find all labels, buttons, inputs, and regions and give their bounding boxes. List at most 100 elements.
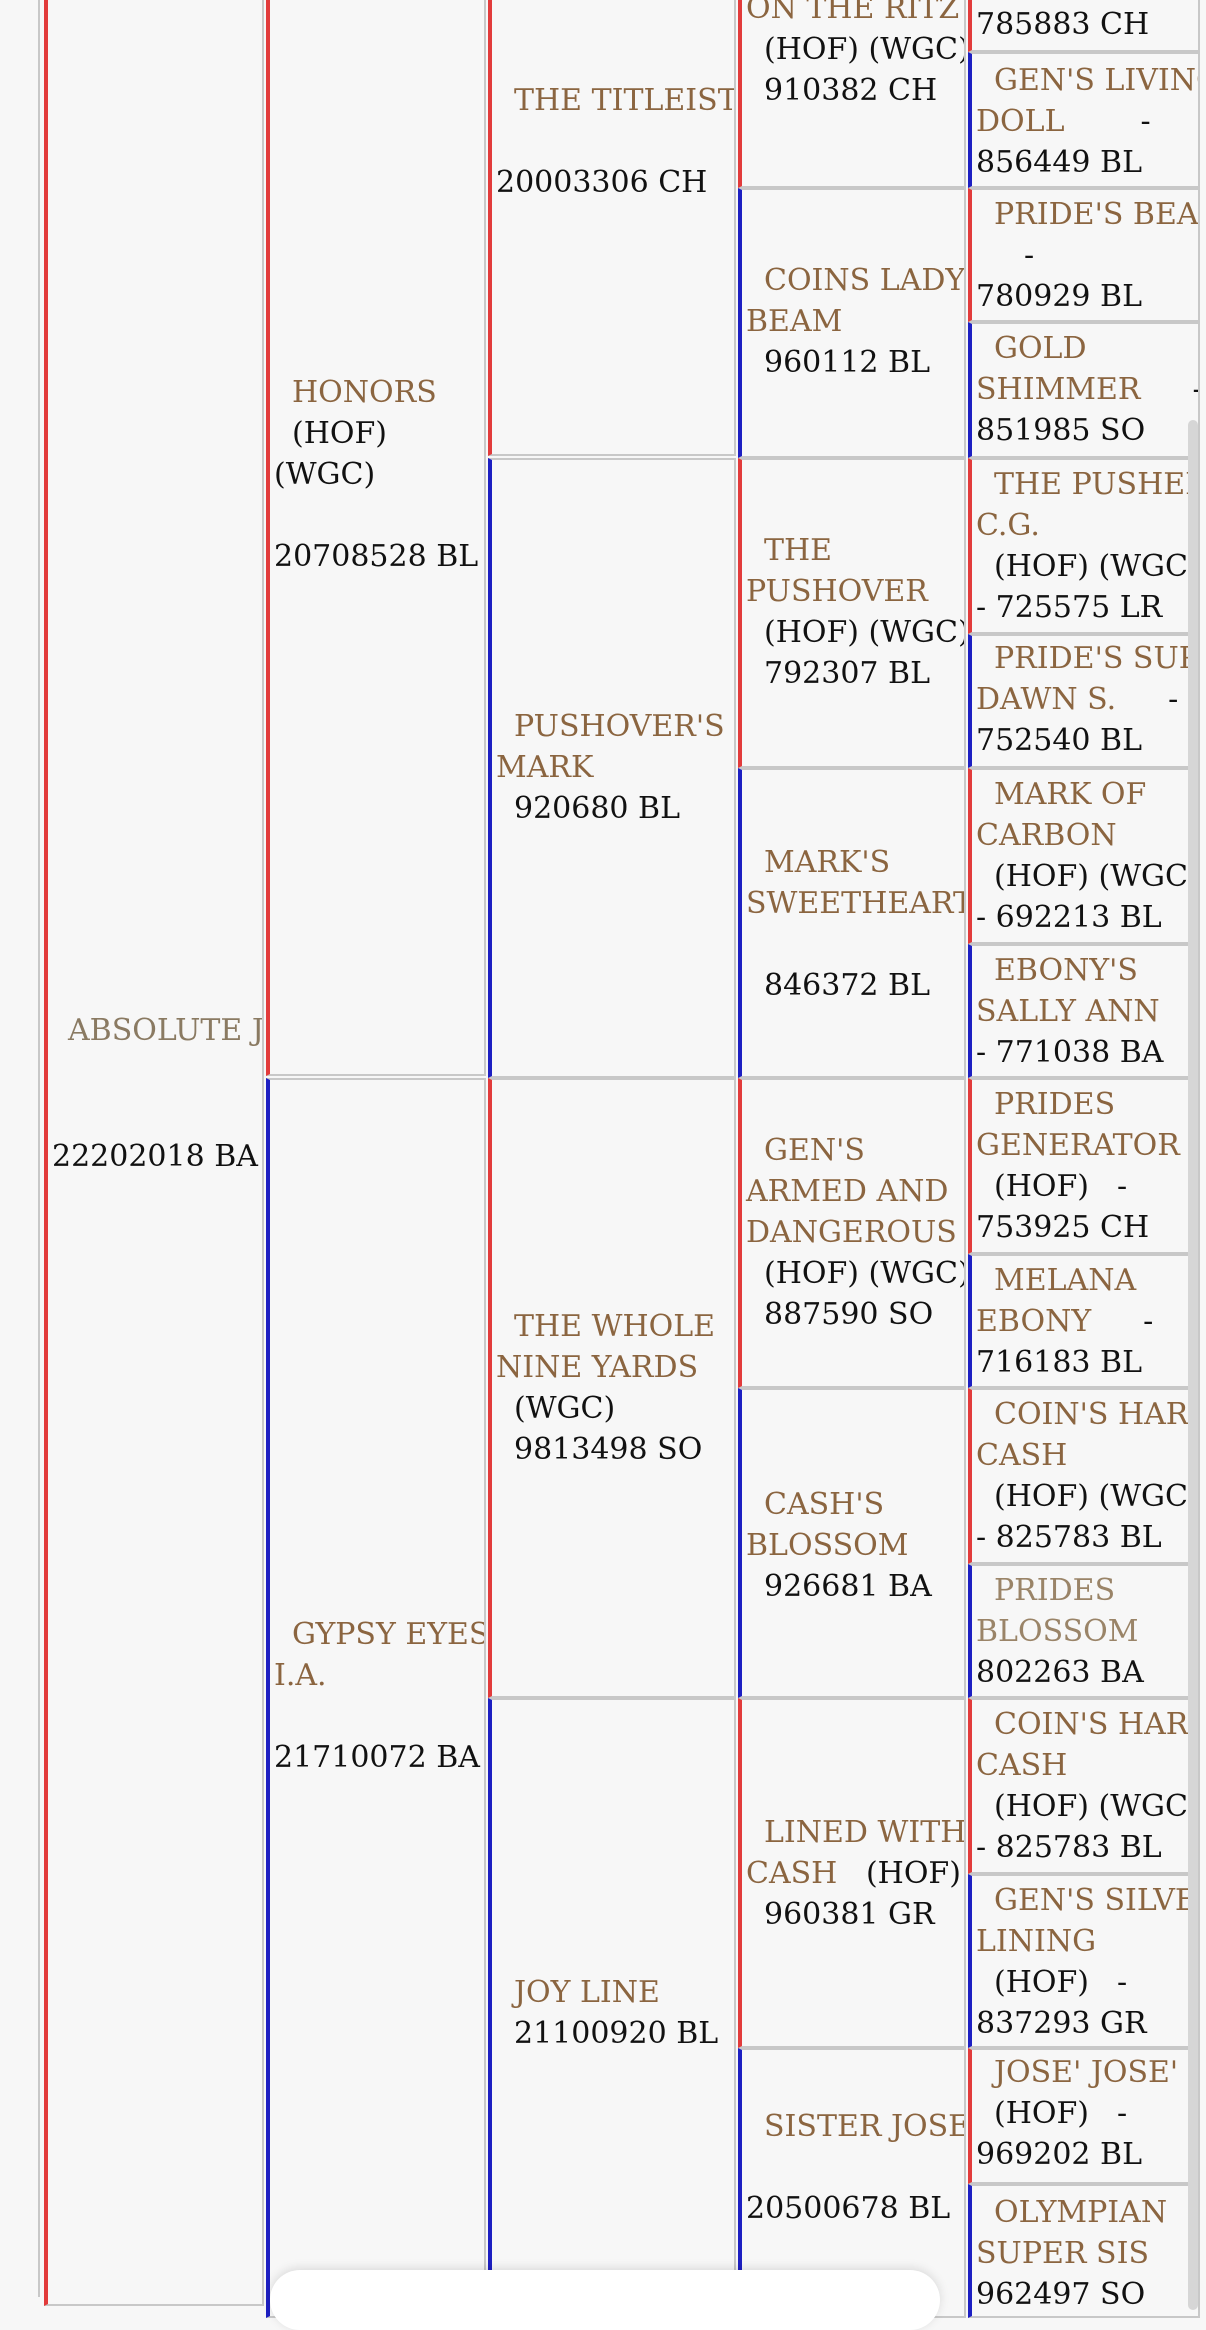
- gen4-6-reg: 752540 BL: [976, 723, 1143, 758]
- gen4-14-dash: -: [1116, 1965, 1128, 2000]
- gen4-16-reg: 962497 SO: [976, 2277, 1146, 2312]
- gen4-11-reg: - 825783 BL: [976, 1520, 1162, 1555]
- gen4-5-name[interactable]: THE PUSHER: [994, 467, 1200, 502]
- gen2-4-name[interactable]: JOY LINE: [514, 1975, 660, 2010]
- gen4-16-name-line2[interactable]: SUPER SIS: [976, 2236, 1149, 2271]
- gen4-4-name-line2[interactable]: SHIMMER: [976, 372, 1141, 407]
- gen4-15-name[interactable]: JOSE' JOSE': [994, 2055, 1179, 2090]
- gen3-1-name[interactable]: ON THE RITZ: [746, 0, 960, 26]
- gen4-9-reg: 753925 CH: [976, 1210, 1150, 1245]
- gen4-10-name-line2[interactable]: EBONY: [976, 1304, 1092, 1339]
- gen4-14-name-line2[interactable]: LINING: [976, 1924, 1097, 1959]
- gen3-5-name[interactable]: GEN'S: [764, 1133, 865, 1168]
- gen3-3-name-line2[interactable]: PUSHOVER: [746, 574, 928, 609]
- gen4-8-name-line2[interactable]: SALLY ANN: [976, 994, 1160, 1029]
- gen4-13-name[interactable]: COIN'S HARD: [994, 1707, 1200, 1742]
- gen3-8-name[interactable]: SISTER JOSE: [764, 2109, 966, 2144]
- gen4-cell-13: COIN'S HARD CASH (HOF) (WGC) - 825783 BL: [968, 1698, 1200, 1874]
- gen4-7-reg: - 692213 BL: [976, 900, 1162, 935]
- gen2-2-name-line2[interactable]: MARK: [496, 750, 594, 785]
- gen3-1-title: (HOF) (WGC): [764, 32, 966, 67]
- gen2-3-name-line2[interactable]: NINE YARDS: [496, 1350, 699, 1385]
- gen2-cell-4: JOY LINE 21100920 BL: [488, 1698, 736, 2318]
- gen3-6-name-line2[interactable]: BLOSSOM: [746, 1528, 909, 1563]
- gen3-2-name[interactable]: COINS LADY: [764, 263, 966, 298]
- gen3-3-name[interactable]: THE: [764, 533, 833, 568]
- gen2-2-name[interactable]: PUSHOVER'S: [514, 709, 725, 744]
- gen4-11-title: (HOF) (WGC): [994, 1479, 1200, 1514]
- gen4-3-dash: -: [1024, 238, 1035, 273]
- gen4-14-reg: 837293 GR: [976, 2006, 1147, 2041]
- gen4-16-name[interactable]: OLYMPIAN: [994, 2195, 1168, 2230]
- gen4-4-name[interactable]: GOLD: [994, 331, 1087, 366]
- gen4-cell-4: GOLD SHIMMER - 851985 SO: [968, 322, 1200, 458]
- gen4-cell-5: THE PUSHER C.G. (HOF) (WGC) - 725575 LR: [968, 458, 1200, 634]
- gen3-5-name-line2[interactable]: ARMED AND: [746, 1174, 949, 1209]
- gen3-5-name-line3[interactable]: DANGEROUS: [746, 1215, 957, 1250]
- gen4-12-name[interactable]: PRIDES: [994, 1573, 1116, 1608]
- gen4-cell-15: JOSE' JOSE' (HOF) - 969202 BL: [968, 2048, 1200, 2184]
- gen3-4-name-line2[interactable]: SWEETHEART: [746, 886, 966, 921]
- gen4-13-reg: - 825783 BL: [976, 1830, 1162, 1865]
- gen2-3-reg: 9813498 SO: [514, 1432, 703, 1467]
- gen3-1-reg: 910382 CH: [764, 73, 938, 108]
- pedigree-sire-cell: HONORS (HOF) (WGC) 20708528 BL: [266, 0, 486, 1076]
- gen3-5-reg: 887590 SO: [764, 1297, 934, 1332]
- gen4-7-name[interactable]: MARK OF: [994, 777, 1147, 812]
- gen2-1-name[interactable]: THE TITLEIST: [514, 83, 736, 118]
- gen4-11-name-line2[interactable]: CASH: [976, 1438, 1068, 1473]
- dam-name-line2[interactable]: I.A.: [274, 1658, 327, 1693]
- gen4-2-name-line2[interactable]: DOLL: [976, 104, 1065, 139]
- gen4-7-name-line2[interactable]: CARBON: [976, 818, 1117, 853]
- bottom-toolbar[interactable]: [270, 2270, 940, 2330]
- gen4-10-name[interactable]: MELANA: [994, 1263, 1137, 1298]
- gen4-9-dash: -: [1116, 1169, 1128, 1204]
- gen4-2-reg: 856449 BL: [976, 145, 1143, 180]
- gen4-5-title: (HOF) (WGC): [994, 549, 1200, 584]
- gen4-cell-7: MARK OF CARBON (HOF) (WGC) - 692213 BL: [968, 768, 1200, 944]
- gen4-13-name-line2[interactable]: CASH: [976, 1748, 1068, 1783]
- gen2-2-reg: 920680 BL: [514, 791, 681, 826]
- gen2-cell-2: PUSHOVER'S MARK 920680 BL: [488, 458, 736, 1078]
- gen3-7-name-line2[interactable]: CASH: [746, 1856, 838, 1891]
- sire-reg: 20708528 BL: [274, 539, 479, 574]
- gen3-7-name[interactable]: LINED WITH: [764, 1815, 966, 1850]
- gen4-8-name[interactable]: EBONY'S: [994, 953, 1138, 988]
- gen2-3-name[interactable]: THE WHOLE: [514, 1309, 716, 1344]
- gen4-6-name[interactable]: PRIDE'S SUPER: [994, 641, 1198, 676]
- gen3-6-name[interactable]: CASH'S: [764, 1487, 885, 1522]
- gen4-14-title: (HOF): [994, 1965, 1089, 2000]
- gen4-cell-12: PRIDES BLOSSOM- 802263 BA: [968, 1564, 1200, 1698]
- sire-title-hof: (HOF): [292, 416, 387, 451]
- pedigree-subject-cell: ABSOLUTE JC 22202018 BA: [44, 0, 264, 2306]
- gen4-12-name-line2[interactable]: BLOSSOM: [976, 1614, 1139, 1649]
- gen4-11-name[interactable]: COIN'S HARD: [994, 1397, 1200, 1432]
- gen3-7-title: (HOF): [865, 1856, 961, 1891]
- gen4-14-name[interactable]: GEN'S SILVER: [994, 1883, 1200, 1918]
- gen4-1-reg: 785883 CH: [976, 7, 1150, 42]
- gen4-4-reg: 851985 SO: [976, 413, 1146, 448]
- dam-name[interactable]: GYPSY EYES: [292, 1617, 486, 1652]
- vertical-scrollbar[interactable]: [1188, 420, 1198, 2310]
- gen4-5-name-line2[interactable]: C.G.: [976, 508, 1040, 543]
- gen4-9-name-line2[interactable]: GENERATOR: [976, 1128, 1180, 1163]
- gen3-cell-8: SISTER JOSE 20500678 BL: [738, 2048, 966, 2318]
- gen2-cell-3: THE WHOLE NINE YARDS (WGC) 9813498 SO: [488, 1078, 736, 1698]
- gen4-6-name-line2[interactable]: DAWN S.: [976, 682, 1117, 717]
- gen2-4-reg: 21100920 BL: [514, 2016, 719, 2051]
- gen3-4-name[interactable]: MARK'S: [764, 845, 891, 880]
- gen4-5-reg: - 725575 LR: [976, 590, 1163, 625]
- sire-name[interactable]: HONORS: [292, 375, 437, 410]
- gen4-7-title: (HOF) (WGC): [994, 859, 1200, 894]
- gen4-9-name[interactable]: PRIDES: [994, 1087, 1116, 1122]
- subject-name[interactable]: ABSOLUTE JC: [68, 1013, 264, 1048]
- gen3-2-name-line2[interactable]: BEAM: [746, 304, 843, 339]
- gen4-3-name[interactable]: PRIDE'S BEAM: [994, 197, 1199, 232]
- gen3-cell-7: LINED WITH CASH (HOF) 960381 GR: [738, 1698, 966, 2048]
- gen3-6-reg: 926681 BA: [764, 1569, 932, 1604]
- gen4-cell-6: PRIDE'S SUPER DAWN S. - 752540 BL: [968, 634, 1200, 768]
- gen4-13-title: (HOF) (WGC): [994, 1789, 1200, 1824]
- gen4-2-name[interactable]: GEN'S LIVING: [994, 63, 1200, 98]
- gen4-9-title: (HOF): [994, 1169, 1089, 1204]
- dam-reg: 21710072 BA: [274, 1740, 480, 1775]
